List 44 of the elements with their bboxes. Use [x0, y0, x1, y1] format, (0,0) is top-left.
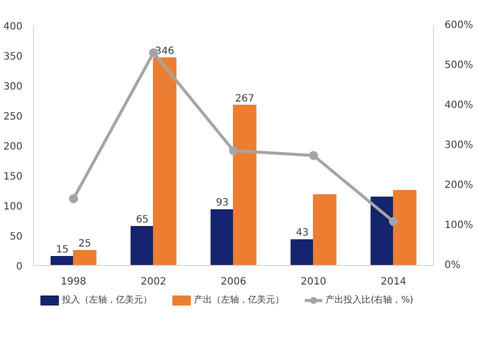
data-label: 267	[235, 93, 254, 104]
y-tick-label: 400	[3, 22, 23, 32]
bar	[50, 256, 74, 266]
y-tick-label: 100	[3, 202, 23, 212]
y2-tick-label: 300%	[444, 140, 474, 151]
x-tick-label: 1998	[60, 276, 86, 288]
data-label: 15	[56, 244, 69, 256]
y-tick-label: 350	[3, 52, 23, 62]
data-label: 65	[136, 214, 149, 226]
y-tick-label: 250	[3, 112, 23, 122]
y2-tick-label: 500%	[444, 60, 474, 71]
legend-label: 投入（左轴，亿美元）	[60, 294, 152, 306]
point	[309, 151, 318, 160]
y-tick-label: 150	[3, 172, 23, 182]
bar	[73, 250, 96, 266]
x-tick-label: 2014	[380, 276, 406, 288]
y2-tick-label: 600%	[444, 20, 474, 31]
bar	[130, 226, 154, 266]
data-label: 93	[216, 198, 229, 209]
y2-tick-label: 0%	[444, 260, 460, 271]
bar	[153, 57, 176, 266]
y2-tick-label: 100%	[444, 220, 474, 231]
y-tick-label: 300	[3, 82, 23, 92]
x-tick-label: 2002	[140, 276, 166, 288]
bar	[290, 239, 314, 266]
y-tick-label: 50	[10, 232, 23, 242]
data-label: 25	[78, 238, 92, 250]
point	[389, 217, 398, 226]
legend-label: 产出投入比(右轴，%)	[326, 294, 414, 306]
data-label: 346	[155, 46, 174, 57]
bar	[210, 209, 234, 266]
y2-tick-label: 200%	[444, 180, 474, 191]
point	[229, 146, 238, 156]
point	[69, 194, 78, 204]
bar	[233, 104, 256, 266]
x-tick-label: 2006	[220, 276, 246, 288]
bar	[313, 194, 336, 266]
y-tick-label: 0	[16, 262, 23, 272]
y2-tick-label: 400%	[444, 100, 474, 111]
y-tick-label: 200	[3, 142, 23, 152]
bar	[393, 190, 416, 266]
data-label: 43	[296, 228, 309, 239]
x-tick-label: 2010	[300, 276, 326, 288]
legend-label: 产出（左轴，亿美元）	[194, 294, 284, 306]
